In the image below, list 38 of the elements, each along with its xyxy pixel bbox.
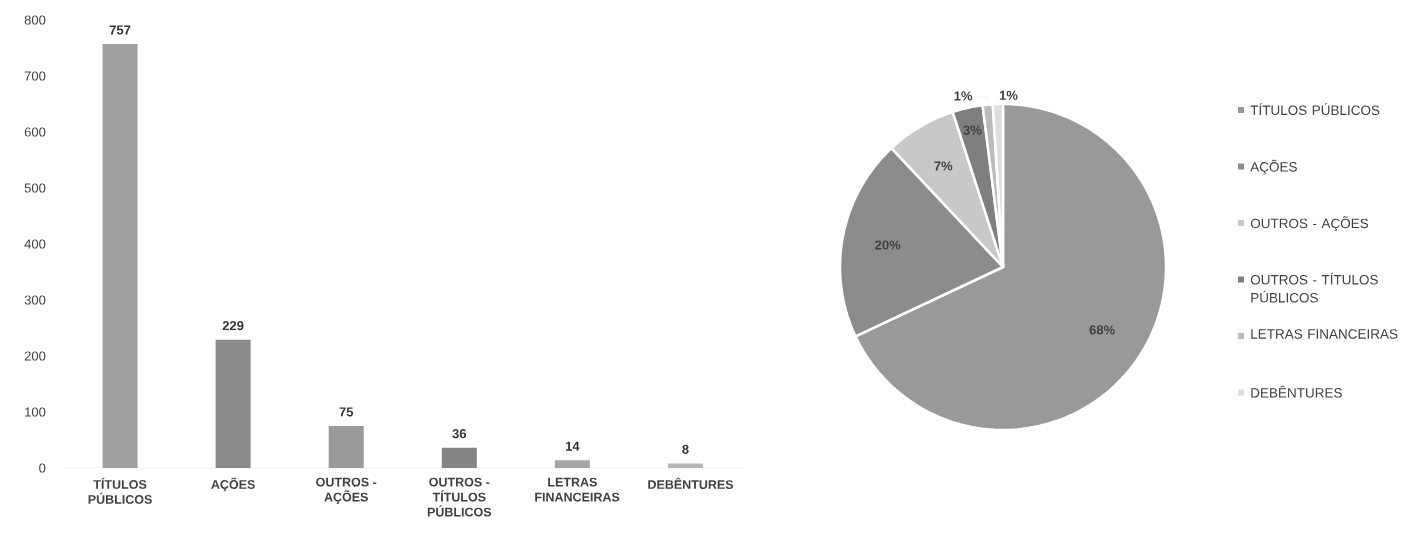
data-label: 20% [875, 240, 901, 250]
x-tick-label: TÍTULOS PÚBLICOS [88, 477, 152, 504]
data-label: 7% [934, 161, 953, 171]
bar [554, 460, 590, 468]
y-tick-label: 800 [24, 15, 46, 25]
x-tick-label: LETRAS FINANCEIRAS [535, 477, 620, 502]
bar [328, 426, 364, 468]
y-tick-label: 700 [24, 71, 46, 81]
data-label: 229 [222, 321, 244, 331]
legend-label: OUTROS - TÍTULOS PÚBLICOS [1250, 272, 1378, 303]
bar [102, 44, 138, 468]
data-label: 14 [565, 441, 580, 451]
data-label: 75 [339, 407, 354, 417]
data-label: 1% [999, 90, 1018, 100]
y-tick-label: 100 [25, 407, 46, 417]
x-tick-label: DEBÊNTURES [648, 477, 734, 489]
y-tick-label: 400 [24, 239, 46, 249]
data-label: 1% [954, 91, 973, 101]
legend-label: LETRAS FINANCEIRAS [1251, 329, 1398, 339]
data-label: 8 [682, 444, 689, 454]
y-tick-label: 600 [24, 127, 46, 137]
x-tick-label: OUTROS - AÇÕES [316, 477, 377, 504]
y-tick-label: 200 [24, 351, 46, 361]
y-tick-label: 300 [24, 295, 46, 305]
bar [441, 447, 477, 468]
legend-label: AÇÕES [1250, 159, 1297, 175]
legend-label: TÍTULOS PÚBLICOS [1250, 103, 1380, 116]
x-tick-label: AÇÕES [211, 477, 255, 492]
x-tick-label: OUTROS - TÍTULOS PÚBLICOS [427, 477, 492, 517]
data-label: 3% [963, 125, 982, 135]
y-tick-label: 0 [39, 463, 46, 473]
bar [215, 339, 251, 468]
legend-label: OUTROS - AÇÕES [1250, 216, 1369, 231]
y-tick-label: 500 [24, 183, 46, 193]
data-label: 36 [452, 429, 467, 439]
data-label: 757 [109, 25, 131, 35]
legend-label: DEBÊNTURES [1251, 385, 1342, 398]
data-label: 68% [1089, 325, 1115, 335]
